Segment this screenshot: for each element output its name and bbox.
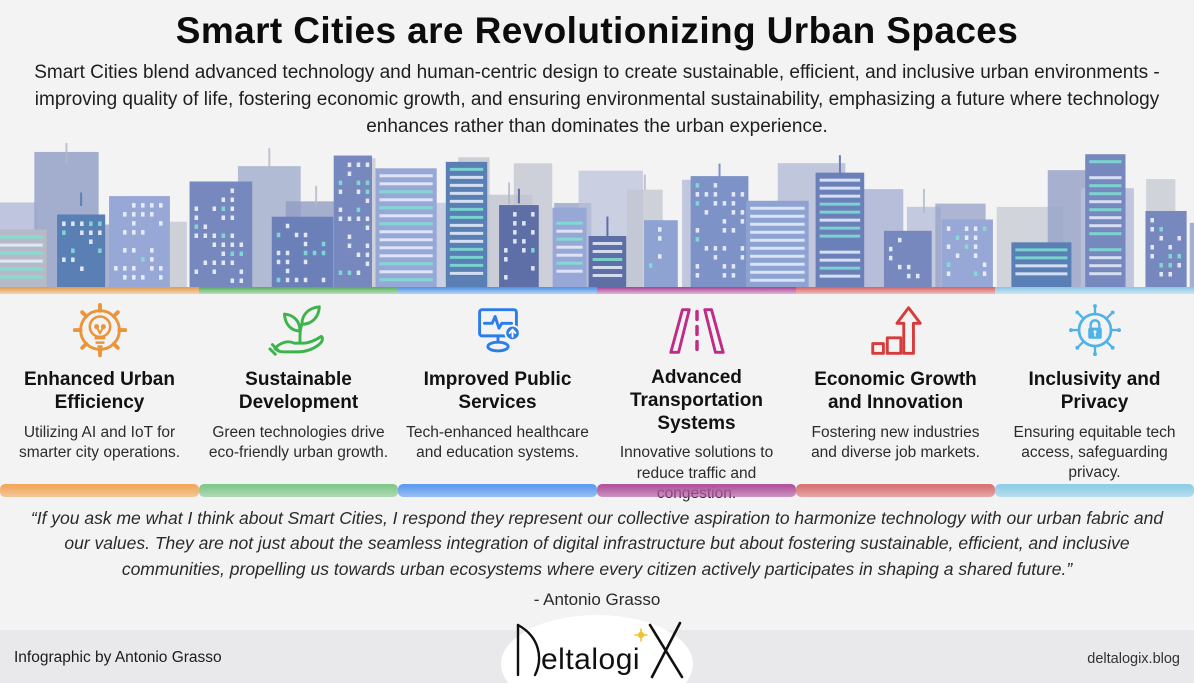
city-skyline-illustration [0, 139, 1194, 287]
feature-column: Advanced Transportation Systems Innovati… [597, 294, 796, 502]
skyline-strip-segment [199, 287, 398, 294]
accent-bar-segment [0, 484, 199, 497]
accent-bar-segment [995, 484, 1194, 497]
feature-title: Enhanced Urban Efficiency [24, 369, 175, 413]
gear-lightbulb-icon [69, 300, 131, 364]
column-accent-bars [0, 484, 1194, 497]
feature-column: Improved Public Services Tech-enhanced h… [398, 294, 597, 484]
skyline-strip-segment [995, 287, 1194, 294]
feature-description: Green technologies drive eco-friendly ur… [208, 423, 389, 461]
logo-sparkle-icon [634, 628, 648, 642]
credit-text: Infographic by Antonio Grasso [14, 649, 222, 666]
page-title: Smart Cities are Revolutionizing Urban S… [175, 10, 1019, 51]
logo-x-stroke-2 [650, 621, 682, 679]
feature-columns: Enhanced Urban Efficiency Utilizing AI a… [0, 294, 1194, 502]
accent-bar-segment [199, 484, 398, 497]
accent-bar-segment [597, 484, 796, 497]
quote-text: “If you ask me what I think about Smart … [30, 508, 1164, 579]
skyline-strip-segment [398, 287, 597, 294]
page-subtitle: Smart Cities blend advanced technology a… [34, 62, 1160, 138]
hand-plant-icon [267, 300, 330, 364]
quote-attribution: - Antonio Grasso [533, 590, 661, 610]
skyline-color-strip [0, 287, 1194, 294]
feature-title: Sustainable Development [238, 369, 359, 413]
feature-description: Fostering new industries and diverse job… [811, 423, 980, 461]
circuit-lock-icon [1064, 300, 1126, 364]
footer: eltalogi Infographic by Antonio Grasso d… [0, 615, 1194, 683]
feature-column: Sustainable Development Green technologi… [199, 294, 398, 484]
website-link[interactable]: deltalogix.blog [1087, 651, 1180, 667]
accent-bar-segment [398, 484, 597, 497]
feature-title: Improved Public Services [423, 369, 572, 413]
feature-description: Ensuring equitable tech access, safeguar… [1013, 423, 1176, 481]
growth-arrow-icon [865, 300, 927, 364]
feature-title: Economic Growth and Innovation [814, 369, 977, 413]
feature-title: Inclusivity and Privacy [1028, 369, 1161, 413]
health-monitor-icon [467, 300, 529, 364]
logo-middle-letters: eltalogi [541, 643, 640, 676]
deltalogix-logo: eltalogi [492, 583, 702, 683]
skyline-strip-segment [0, 287, 199, 294]
feature-description: Utilizing AI and IoT for smarter city op… [18, 423, 181, 461]
quote-section: “If you ask me what I think about Smart … [0, 506, 1194, 610]
deltalogix-logo-mark: eltalogi [516, 621, 684, 679]
skyline-strip-segment [597, 287, 796, 294]
feature-column: Inclusivity and Privacy Ensuring equitab… [995, 294, 1194, 484]
feature-title: Advanced Transportation Systems [629, 367, 763, 434]
logo-delta-curve [516, 623, 541, 677]
highway-icon [666, 300, 728, 362]
city-skyline-svg [0, 139, 1194, 287]
feature-column: Economic Growth and Innovation Fostering… [796, 294, 995, 484]
feature-description: Tech-enhanced healthcare and education s… [406, 423, 589, 461]
accent-bar-segment [796, 484, 995, 497]
feature-column: Enhanced Urban Efficiency Utilizing AI a… [0, 294, 199, 484]
skyline-strip-segment [796, 287, 995, 294]
